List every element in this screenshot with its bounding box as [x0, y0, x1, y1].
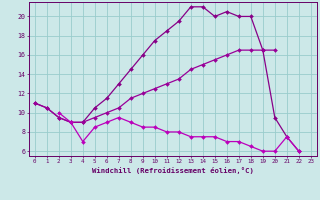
X-axis label: Windchill (Refroidissement éolien,°C): Windchill (Refroidissement éolien,°C) — [92, 167, 254, 174]
